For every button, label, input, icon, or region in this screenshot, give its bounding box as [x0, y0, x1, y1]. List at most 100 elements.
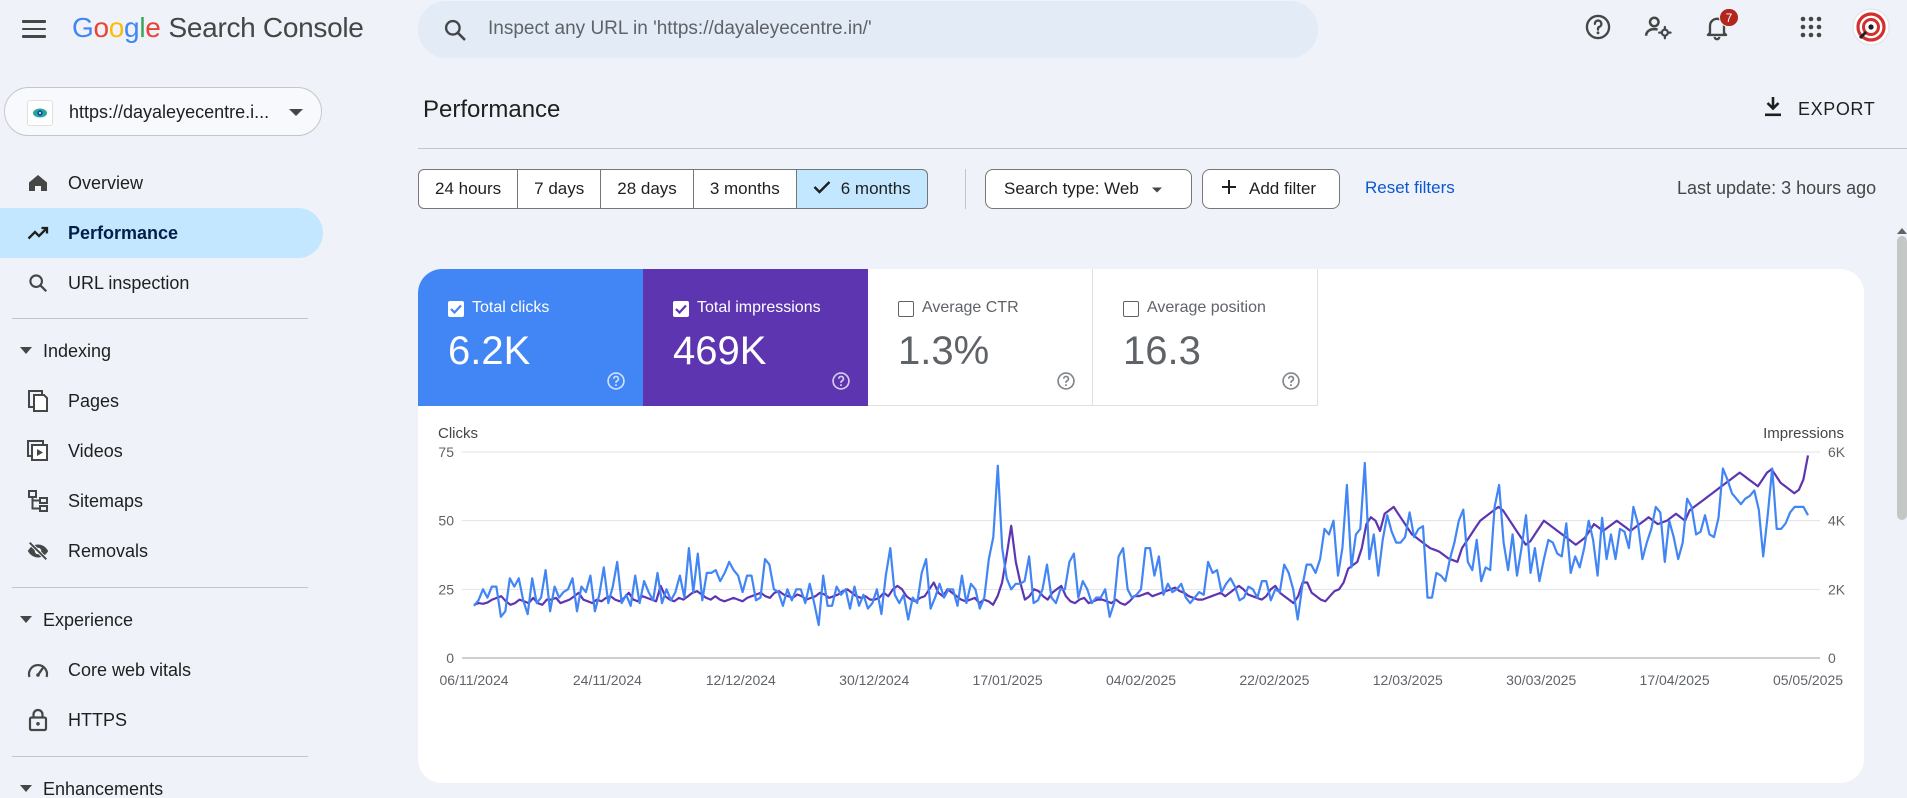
- page-title: Performance: [423, 96, 561, 123]
- right-axis-ticks: 6K 4K 2K 0: [1828, 444, 1846, 666]
- property-selector[interactable]: https://dayaleyecentre.i...: [4, 87, 322, 136]
- logo-letter: e: [145, 12, 161, 43]
- add-filter-button[interactable]: Add filter: [1202, 169, 1340, 209]
- sidebar-item-removals[interactable]: Removals: [0, 526, 323, 576]
- sidebar-item-https[interactable]: HTTPS: [0, 695, 323, 745]
- help-icon: [1584, 13, 1612, 46]
- right-tick-label: 6K: [1828, 444, 1846, 460]
- scrollbar-thumb[interactable]: [1897, 236, 1907, 520]
- check-icon: [813, 179, 831, 199]
- metric-label: Total clicks: [472, 299, 550, 316]
- metric-total-clicks[interactable]: Total clicks 6.2K: [418, 269, 643, 406]
- home-icon: [26, 171, 50, 195]
- date-range-7-days[interactable]: 7 days: [517, 169, 602, 209]
- help-icon[interactable]: [1056, 371, 1076, 396]
- sidebar-item-pages[interactable]: Pages: [0, 376, 323, 426]
- metric-average-position[interactable]: Average position 16.3: [1093, 269, 1318, 406]
- reset-filters-link[interactable]: Reset filters: [1365, 178, 1455, 197]
- add-filter-label: Add filter: [1249, 179, 1317, 198]
- x-tick-label: 30/03/2025: [1506, 672, 1576, 688]
- right-axis-label: Impressions: [1763, 425, 1844, 442]
- sidebar-item-core-web-vitals[interactable]: Core web vitals: [0, 645, 323, 695]
- menu-icon-bar: [22, 27, 46, 31]
- metric-total-impressions[interactable]: Total impressions 469K: [643, 269, 868, 406]
- sidebar-item-overview[interactable]: Overview: [0, 158, 323, 208]
- last-update-text: Last update: 3 hours ago: [1677, 178, 1877, 198]
- date-range-28-days[interactable]: 28 days: [600, 169, 694, 209]
- sidebar-divider: [12, 318, 308, 319]
- date-range-label: 28 days: [617, 179, 677, 198]
- date-range-label: 3 months: [709, 179, 780, 198]
- sidebar-divider: [12, 756, 308, 757]
- search-type-filter[interactable]: Search type: Web: [985, 169, 1192, 209]
- metric-value: 1.3%: [898, 329, 990, 373]
- sidebar-section-indexing[interactable]: Indexing: [0, 331, 323, 371]
- account-avatar-button[interactable]: [1852, 8, 1890, 48]
- plus-icon: [1221, 179, 1237, 200]
- help-button[interactable]: [1581, 12, 1615, 46]
- metric-checkbox[interactable]: [673, 301, 689, 317]
- metric-checkbox[interactable]: [448, 301, 464, 317]
- sidebar-item-url-inspection[interactable]: URL inspection: [0, 258, 323, 308]
- sidebar-item-videos[interactable]: Videos: [0, 426, 323, 476]
- caret-down-icon: [20, 785, 32, 792]
- apps-grid-icon: [1799, 15, 1823, 44]
- product-name: Search Console: [168, 12, 364, 43]
- export-button[interactable]: EXPORT: [1762, 92, 1875, 126]
- google-search-console-logo[interactable]: Google Search Console: [72, 12, 364, 44]
- date-range-24-hours[interactable]: 24 hours: [418, 169, 519, 209]
- right-tick-label: 2K: [1828, 581, 1846, 597]
- performance-line-chart[interactable]: Clicks Impressions 75 50 25 0 6K 4K 2K 0 06/11…: [418, 406, 1864, 783]
- pages-icon: [26, 389, 50, 413]
- sidebar-item-label: URL inspection: [68, 273, 190, 293]
- sidebar-divider: [12, 587, 308, 588]
- left-axis-label: Clicks: [438, 425, 478, 442]
- scroll-up-arrow[interactable]: [1897, 228, 1907, 234]
- sidebar-item-label: Removals: [68, 541, 149, 561]
- property-url-label: https://dayaleyecentre.i...: [69, 102, 270, 122]
- sitemap-icon: [26, 489, 50, 513]
- x-axis-ticks: 06/11/2024 24/11/2024 12/12/2024 30/12/2024…: [439, 672, 1843, 688]
- date-range-6-months[interactable]: 6 months: [795, 169, 928, 209]
- search-icon[interactable]: [442, 17, 468, 48]
- search-icon: [26, 271, 50, 295]
- manage-accounts-icon: [1643, 12, 1673, 47]
- date-range-3-months[interactable]: 3 months: [692, 169, 797, 209]
- date-range-selector: 24 hours 7 days 28 days 3 months 6 month…: [418, 169, 928, 209]
- metric-checkbox[interactable]: [1123, 301, 1139, 317]
- logo-letter: o: [108, 12, 125, 43]
- sidebar-section-experience[interactable]: Experience: [0, 600, 323, 640]
- sidebar-item-sitemaps[interactable]: Sitemaps: [0, 476, 323, 526]
- metric-value: 6.2K: [448, 329, 531, 373]
- help-icon[interactable]: [606, 371, 626, 396]
- caret-down-icon: [1151, 179, 1163, 199]
- search-input[interactable]: [488, 11, 1288, 47]
- lock-icon: [26, 708, 50, 732]
- x-tick-label: 30/12/2024: [839, 672, 909, 688]
- sidebar-section-enhancements[interactable]: Enhancements: [0, 769, 323, 798]
- metric-label: Average position: [1147, 299, 1266, 316]
- help-icon[interactable]: [1281, 371, 1301, 396]
- help-icon[interactable]: [831, 371, 851, 396]
- notifications-button[interactable]: 7: [1700, 8, 1739, 46]
- url-inspection-search[interactable]: [418, 1, 1318, 58]
- metric-average-ctr[interactable]: Average CTR 1.3%: [868, 269, 1093, 406]
- left-tick-label: 50: [438, 513, 454, 529]
- apps-button[interactable]: [1794, 12, 1828, 46]
- video-icon: [26, 439, 50, 463]
- x-tick-label: 06/11/2024: [439, 672, 508, 688]
- performance-card: Total clicks 6.2K Total impressions 469K…: [418, 269, 1864, 783]
- metric-checkbox[interactable]: [898, 301, 914, 317]
- caret-down-icon: [20, 616, 32, 623]
- settings-button[interactable]: [1641, 12, 1675, 46]
- right-tick-label: 4K: [1828, 513, 1846, 529]
- main-menu-button[interactable]: [22, 14, 54, 44]
- trending-up-icon: [26, 221, 50, 245]
- series-line-clicks: [473, 461, 1809, 627]
- date-range-label: 6 months: [840, 179, 911, 198]
- chart-series: [473, 455, 1810, 627]
- logo-letter: g: [124, 12, 140, 43]
- sidebar-item-performance[interactable]: Performance: [0, 208, 323, 258]
- x-tick-label: 05/05/2025: [1773, 672, 1843, 688]
